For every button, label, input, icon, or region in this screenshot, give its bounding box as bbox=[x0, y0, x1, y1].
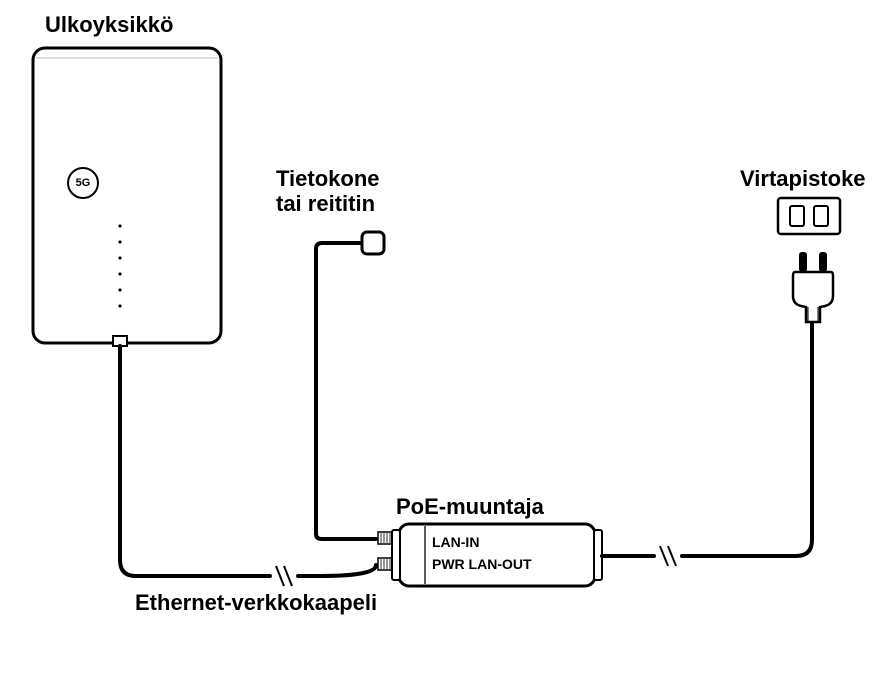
outdoor-unit-leds bbox=[118, 224, 121, 307]
5g-badge-text: 5G bbox=[76, 177, 91, 189]
router-icon bbox=[362, 232, 384, 254]
ethernet-cable-label: Ethernet-verkkokaapeli bbox=[135, 590, 377, 615]
power-plug-icon bbox=[793, 252, 833, 322]
outdoor-unit-label: Ulkoyksikkö bbox=[45, 12, 173, 37]
outdoor-unit-body bbox=[33, 48, 221, 343]
cable-router-to-poe bbox=[316, 249, 376, 539]
poe-body bbox=[399, 524, 595, 586]
computer-or-router-label: Tietokone tai reititin bbox=[276, 166, 380, 217]
wiring-diagram: 5G bbox=[0, 0, 890, 679]
rj45-top-icon bbox=[378, 532, 392, 544]
wall-socket-hole-left bbox=[790, 206, 804, 226]
cable-break-1 bbox=[276, 566, 292, 586]
computer-line2: tai reititin bbox=[276, 191, 375, 216]
cable-break-2 bbox=[660, 546, 676, 566]
cable-poe-to-plug bbox=[602, 322, 812, 556]
wall-socket bbox=[778, 198, 840, 234]
cable-outdoor-to-poe bbox=[120, 346, 376, 576]
pwr-lan-out-text: PWR LAN-OUT bbox=[432, 556, 532, 572]
wall-socket-hole-right bbox=[814, 206, 828, 226]
poe-converter-label: PoE-muuntaja bbox=[396, 494, 544, 519]
poe-cap-left bbox=[392, 530, 400, 580]
computer-line1: Tietokone bbox=[276, 166, 380, 191]
power-plug-label: Virtapistoke bbox=[740, 166, 866, 191]
cable-router-top bbox=[316, 243, 360, 249]
lan-in-text: LAN-IN bbox=[432, 534, 479, 550]
rj45-bottom-icon bbox=[378, 558, 392, 570]
